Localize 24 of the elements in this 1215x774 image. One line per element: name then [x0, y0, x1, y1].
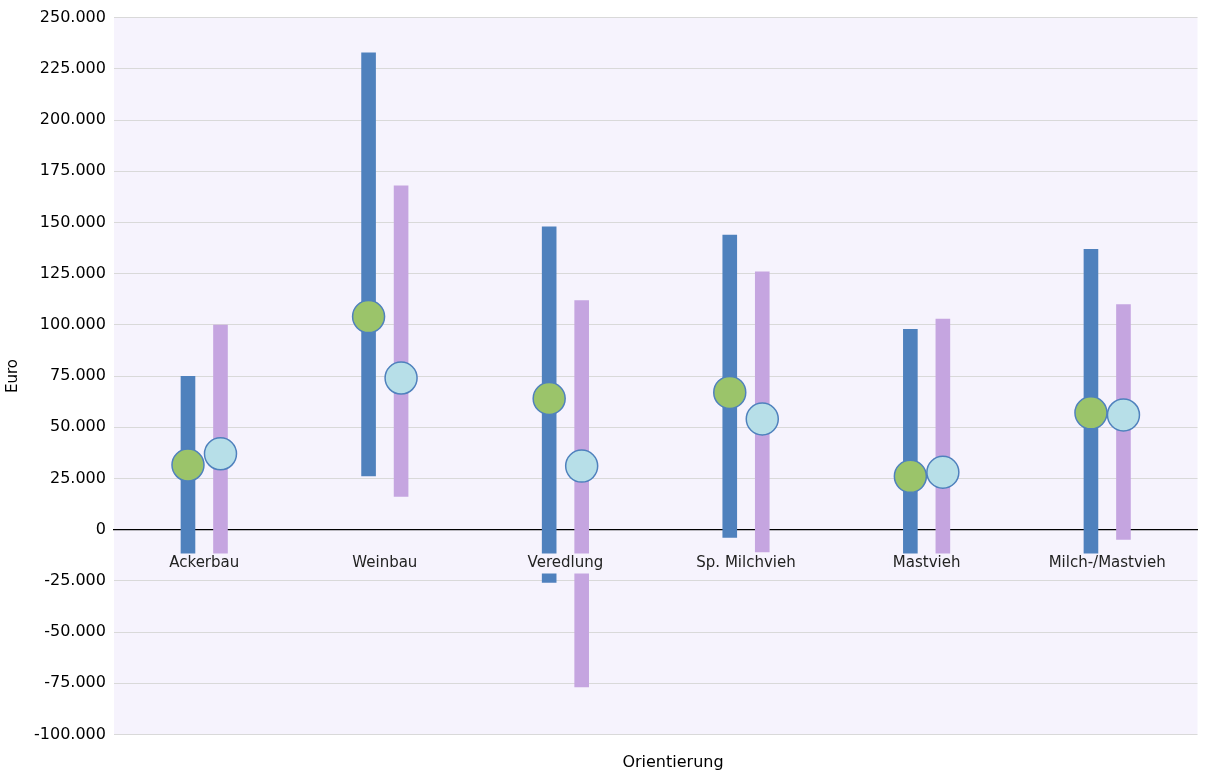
y-tick-label: -25.000 [44, 569, 106, 589]
x-tick-label: Mastvieh [892, 553, 961, 572]
y-tick-label: 50.000 [49, 416, 106, 436]
x-tick-label: Ackerbau [169, 553, 240, 572]
y-tick-label: 200.000 [39, 109, 106, 129]
x-tick-label: Weinbau [352, 553, 418, 572]
x-tick-label: Veredlung [527, 553, 604, 572]
x-tick-label: Sp. Milchvieh [696, 553, 796, 572]
y-tick-label: 75.000 [49, 365, 106, 385]
y-tick-label: 100.000 [39, 313, 106, 333]
y-tick-label: 125.000 [39, 262, 106, 282]
y-tick-label: 225.000 [39, 57, 106, 77]
y-tick-label: 175.000 [39, 160, 106, 180]
x-tick-label: Milch-/Mastvieh [1048, 553, 1166, 572]
y-tick-label: -75.000 [44, 672, 106, 692]
x-axis-title: Orientierung [621, 752, 725, 771]
y-tick-label: 0 [95, 518, 106, 538]
y-tick-label: 25.000 [49, 467, 106, 487]
y-axis-title: Euro [2, 359, 21, 393]
y-tick-label: -50.000 [44, 621, 106, 641]
y-tick-label: 150.000 [39, 211, 106, 231]
bar [754, 271, 770, 553]
y-tick-label: -100.000 [34, 723, 106, 743]
y-tick-label: 250.000 [39, 6, 106, 26]
